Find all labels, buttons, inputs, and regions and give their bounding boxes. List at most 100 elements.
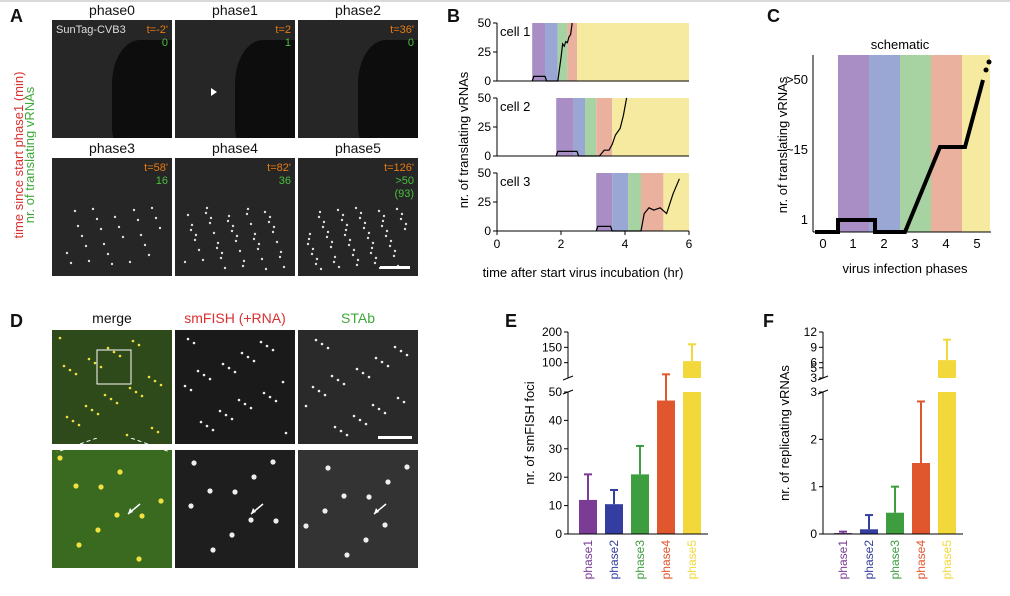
x-tick-label: 4 xyxy=(942,236,949,251)
rna-spot xyxy=(399,217,403,221)
phase-band xyxy=(641,173,664,231)
rna-spot xyxy=(205,206,209,210)
x-tick-label: 0 xyxy=(494,237,501,251)
arrowhead-marker xyxy=(211,88,217,96)
rna-spot xyxy=(402,400,406,404)
rna-spot xyxy=(210,547,216,553)
rna-spot xyxy=(73,483,79,489)
tile-annotation: t=58' 16 xyxy=(144,162,168,188)
y-tick-label: ~15 xyxy=(786,142,808,157)
count-label: 16 xyxy=(155,175,168,187)
rna-spot xyxy=(248,517,254,523)
rna-spot xyxy=(336,378,340,382)
rna-spot xyxy=(341,213,345,217)
y-tick-label: 1 xyxy=(810,480,817,494)
rna-spot xyxy=(233,370,237,374)
rna-spot xyxy=(256,247,260,251)
rna-spot xyxy=(385,229,389,233)
c-title: schematic xyxy=(871,37,930,52)
rna-spot xyxy=(251,474,257,480)
rna-spot xyxy=(373,261,377,265)
rna-spot xyxy=(224,413,228,417)
rna-spot xyxy=(321,225,325,229)
rna-spot xyxy=(80,234,84,238)
b-xlabel: time after start virus incubation (hr) xyxy=(483,265,684,280)
rna-spot xyxy=(74,372,78,376)
y-tick-label: 50 xyxy=(478,16,492,30)
y-tick-label: 0 xyxy=(484,224,491,238)
rna-spot xyxy=(366,236,370,240)
rna-spot xyxy=(337,265,341,269)
rna-spot xyxy=(226,219,230,223)
rna-spot xyxy=(96,412,100,416)
rna-spot xyxy=(345,223,349,227)
tile-title: phase0 xyxy=(89,2,135,18)
rna-spot xyxy=(282,265,286,269)
rna-spot xyxy=(404,222,408,226)
cell-label: cell 2 xyxy=(500,99,530,114)
x-category-label: phase2 xyxy=(607,540,621,580)
side-label-count: nr. of translating vRNAs xyxy=(22,86,36,223)
rna-spot xyxy=(344,552,350,558)
rna-spot xyxy=(102,242,106,246)
microscopy-image xyxy=(52,450,172,568)
rna-spot xyxy=(143,243,147,247)
rna-spot xyxy=(134,390,138,394)
rna-spot xyxy=(194,233,198,237)
count-label: >50 xyxy=(395,175,414,187)
rna-spot xyxy=(274,399,278,403)
rna-spot xyxy=(374,256,378,260)
time-label: t=126' xyxy=(384,162,414,174)
rna-spot xyxy=(364,422,368,426)
rna-spot xyxy=(304,404,308,408)
zoom-box xyxy=(96,349,132,385)
rna-spot xyxy=(197,248,201,252)
panel-label-c: C xyxy=(767,6,780,26)
rna-spot xyxy=(91,207,95,211)
scale-bar xyxy=(378,436,412,439)
rna-spot xyxy=(303,523,309,529)
y-tick-label: 25 xyxy=(478,120,492,134)
rna-spot xyxy=(65,415,69,419)
tile-title: phase2 xyxy=(335,2,381,18)
rna-spot xyxy=(132,208,136,212)
rna-spot xyxy=(336,208,340,212)
rna-spot xyxy=(208,221,212,225)
microscopy-image: SunTag-CVB3 t=-2' 0 xyxy=(52,20,172,138)
microscopy-image xyxy=(298,450,418,568)
phase-band xyxy=(869,55,900,232)
phase-band xyxy=(557,23,568,81)
x-tick-label: 3 xyxy=(911,236,918,251)
rna-spot xyxy=(196,369,200,373)
rna-spot xyxy=(359,211,363,215)
rna-spot xyxy=(249,222,253,226)
microscopy-image xyxy=(175,330,295,444)
rna-spot xyxy=(332,260,336,264)
zoom-line xyxy=(130,438,171,453)
rna-spot xyxy=(371,241,375,245)
rna-spot xyxy=(279,250,283,254)
phase-band xyxy=(838,55,869,232)
rna-spot xyxy=(159,383,163,387)
rna-spot xyxy=(219,256,223,260)
rna-spot xyxy=(399,349,403,353)
rna-spot xyxy=(306,242,310,246)
cell-label: cell 1 xyxy=(500,24,530,39)
rna-spot xyxy=(382,214,386,218)
rna-spot xyxy=(76,542,82,548)
tile-annotation: t=2 1 xyxy=(275,24,291,50)
x-tick-label: 2 xyxy=(880,236,887,251)
y-tick-label: 0 xyxy=(484,74,491,88)
rna-spot xyxy=(385,479,391,485)
rna-spot xyxy=(68,368,72,372)
rna-spot xyxy=(189,228,193,232)
rna-spot xyxy=(260,257,264,261)
rna-spot xyxy=(199,420,203,424)
rna-spot xyxy=(128,386,132,390)
rna-spot xyxy=(270,459,276,465)
rna-spot xyxy=(69,261,73,265)
rna-spot xyxy=(192,341,196,345)
rna-spot xyxy=(237,398,241,402)
rna-spot xyxy=(231,224,235,228)
bar-upper xyxy=(683,361,701,378)
